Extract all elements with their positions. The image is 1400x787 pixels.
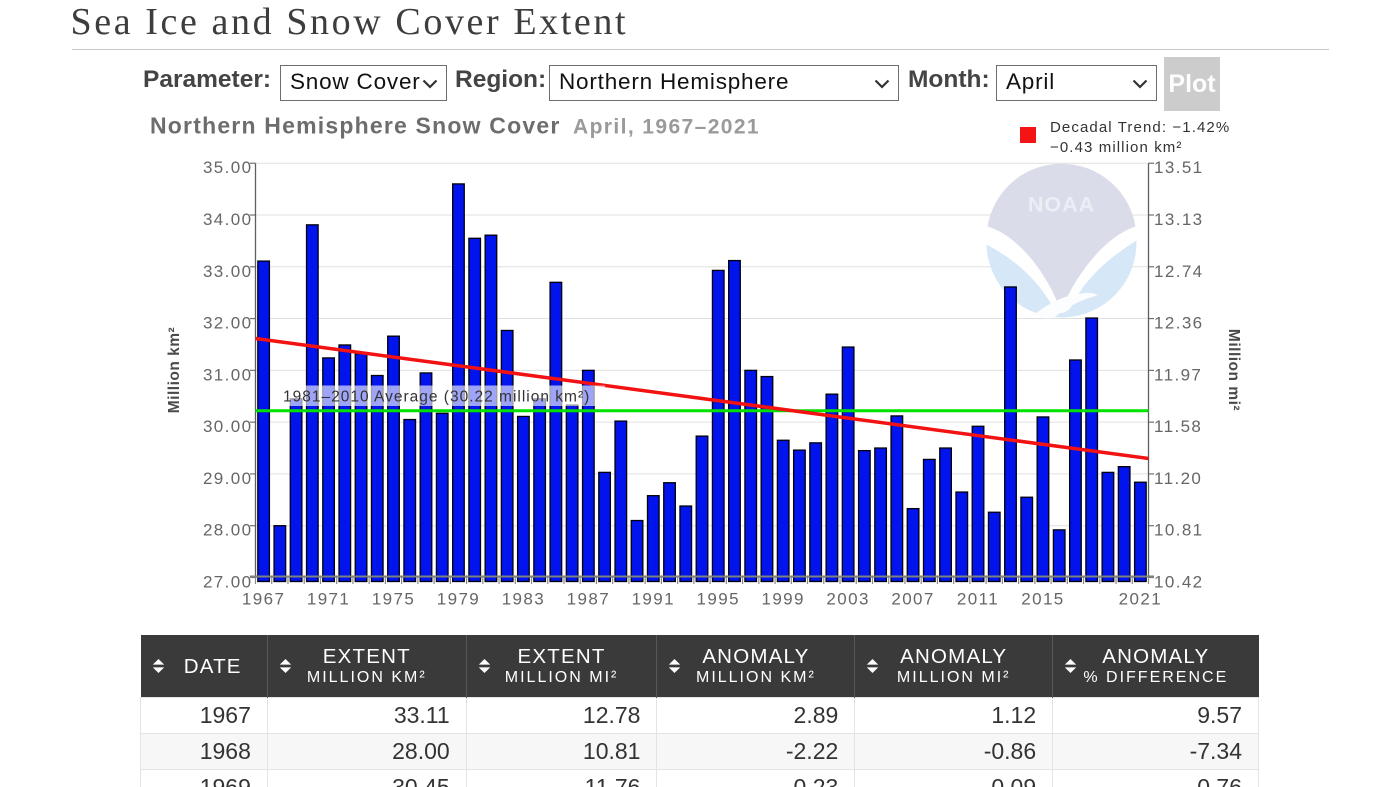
svg-text:31.00: 31.00 bbox=[203, 365, 253, 384]
svg-text:2021: 2021 bbox=[1119, 590, 1162, 609]
svg-text:April, 1967–2021: April, 1967–2021 bbox=[573, 116, 760, 139]
svg-text:13.13: 13.13 bbox=[1154, 210, 1204, 229]
svg-text:10.42: 10.42 bbox=[1154, 573, 1204, 592]
svg-text:12.36: 12.36 bbox=[1154, 314, 1204, 333]
svg-text:35.00: 35.00 bbox=[203, 158, 253, 177]
svg-text:11.20: 11.20 bbox=[1154, 469, 1202, 488]
svg-text:2015: 2015 bbox=[1021, 590, 1064, 609]
svg-text:1981–2010 Average (30.22 milli: 1981–2010 Average (30.22 million km²) bbox=[283, 389, 590, 406]
svg-text:−0.43 million km²: −0.43 million km² bbox=[1050, 139, 1183, 156]
svg-text:33.00: 33.00 bbox=[203, 262, 253, 281]
svg-text:30.00: 30.00 bbox=[203, 417, 253, 436]
svg-text:2003: 2003 bbox=[826, 590, 869, 609]
svg-text:1983: 1983 bbox=[502, 590, 545, 609]
svg-text:12.74: 12.74 bbox=[1154, 262, 1204, 281]
svg-text:10.81: 10.81 bbox=[1154, 521, 1204, 540]
svg-text:Northern Hemisphere Snow Cover: Northern Hemisphere Snow Cover bbox=[150, 113, 560, 139]
svg-text:1975: 1975 bbox=[372, 590, 415, 609]
svg-text:34.00: 34.00 bbox=[203, 210, 253, 229]
svg-text:Decadal Trend: −1.42%: Decadal Trend: −1.42% bbox=[1050, 119, 1230, 136]
svg-text:Million mi²: Million mi² bbox=[1225, 329, 1242, 411]
svg-text:1979: 1979 bbox=[437, 590, 480, 609]
svg-text:13.51: 13.51 bbox=[1154, 158, 1204, 177]
svg-text:11.58: 11.58 bbox=[1154, 417, 1202, 436]
svg-text:2011: 2011 bbox=[957, 590, 999, 609]
svg-text:NOAA: NOAA bbox=[1028, 193, 1095, 217]
svg-text:1971: 1971 bbox=[307, 590, 350, 609]
svg-text:11.97: 11.97 bbox=[1154, 365, 1202, 384]
svg-text:28.00: 28.00 bbox=[203, 521, 253, 540]
svg-text:Million km²: Million km² bbox=[166, 327, 183, 413]
svg-text:29.00: 29.00 bbox=[203, 469, 253, 488]
svg-text:1999: 1999 bbox=[761, 590, 804, 609]
svg-text:2007: 2007 bbox=[891, 590, 934, 609]
svg-text:1967: 1967 bbox=[242, 590, 285, 609]
svg-text:27.00: 27.00 bbox=[203, 573, 253, 592]
svg-text:32.00: 32.00 bbox=[203, 314, 253, 333]
svg-text:1991: 1991 bbox=[632, 590, 675, 609]
svg-text:1987: 1987 bbox=[567, 590, 610, 609]
svg-text:1995: 1995 bbox=[697, 590, 740, 609]
